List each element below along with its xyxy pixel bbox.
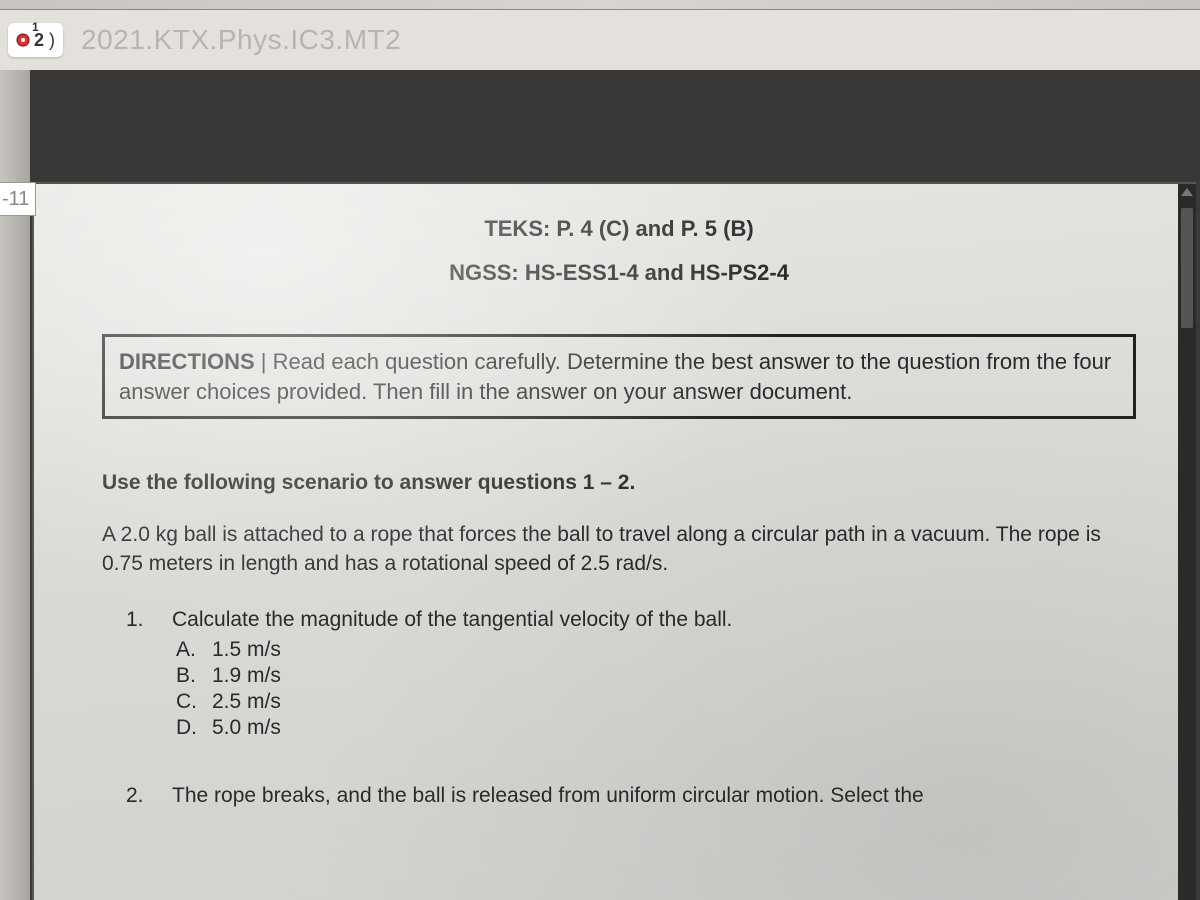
scroll-up-icon[interactable] (1181, 188, 1193, 196)
tab-icon (16, 33, 30, 47)
choice-d-text: 5.0 m/s (212, 716, 281, 740)
choice-c-text: 2.5 m/s (212, 690, 281, 714)
ngss-standard: NGSS: HS-ESS1-4 and HS-PS2-4 (102, 260, 1136, 286)
choice-a-letter: A. (172, 638, 212, 662)
question-1-number: 1. (102, 608, 172, 740)
directions-text: | Read each question carefully. Determin… (119, 349, 1111, 404)
document-page: TEKS: P. 4 (C) and P. 5 (B) NGSS: HS-ESS… (34, 184, 1196, 900)
scroll-thumb[interactable] (1181, 208, 1193, 328)
choice-d[interactable]: D. 5.0 m/s (172, 716, 1136, 740)
page-side-label: -11 (0, 182, 36, 216)
question-2: 2. The rope breaks, and the ball is rele… (102, 784, 1136, 814)
choice-b-text: 1.9 m/s (212, 664, 281, 688)
tab-bar: 1 2 ) 2021.KTX.Phys.IC3.MT2 (0, 10, 1200, 70)
scrollbar[interactable] (1178, 184, 1196, 900)
choice-b-letter: B. (172, 664, 212, 688)
tab-badge[interactable]: 1 2 ) (8, 23, 63, 57)
teks-standard: TEKS: P. 4 (C) and P. 5 (B) (102, 216, 1136, 242)
app-toolbar-gap (0, 70, 1200, 180)
tab-badge-super: 1 (32, 20, 39, 34)
question-1: 1. Calculate the magnitude of the tangen… (102, 608, 1136, 740)
tab-title: 2021.KTX.Phys.IC3.MT2 (81, 24, 401, 56)
directions-label: DIRECTIONS (119, 349, 255, 374)
choice-d-letter: D. (172, 716, 212, 740)
choice-c[interactable]: C. 2.5 m/s (172, 690, 1136, 714)
choice-a-text: 1.5 m/s (212, 638, 281, 662)
document-viewport: TEKS: P. 4 (C) and P. 5 (B) NGSS: HS-ESS… (32, 182, 1196, 900)
directions-box: DIRECTIONS | Read each question carefull… (102, 334, 1136, 419)
question-2-stem: The rope breaks, and the ball is release… (172, 784, 1136, 808)
choice-b[interactable]: B. 1.9 m/s (172, 664, 1136, 688)
window-top-strip (0, 0, 1200, 10)
question-2-number: 2. (102, 784, 172, 814)
choice-a[interactable]: A. 1.5 m/s (172, 638, 1136, 662)
choice-c-letter: C. (172, 690, 212, 714)
scenario-body: A 2.0 kg ball is attached to a rope that… (102, 521, 1136, 578)
question-1-stem: Calculate the magnitude of the tangentia… (172, 608, 1136, 632)
scenario-intro: Use the following scenario to answer que… (102, 471, 1136, 495)
